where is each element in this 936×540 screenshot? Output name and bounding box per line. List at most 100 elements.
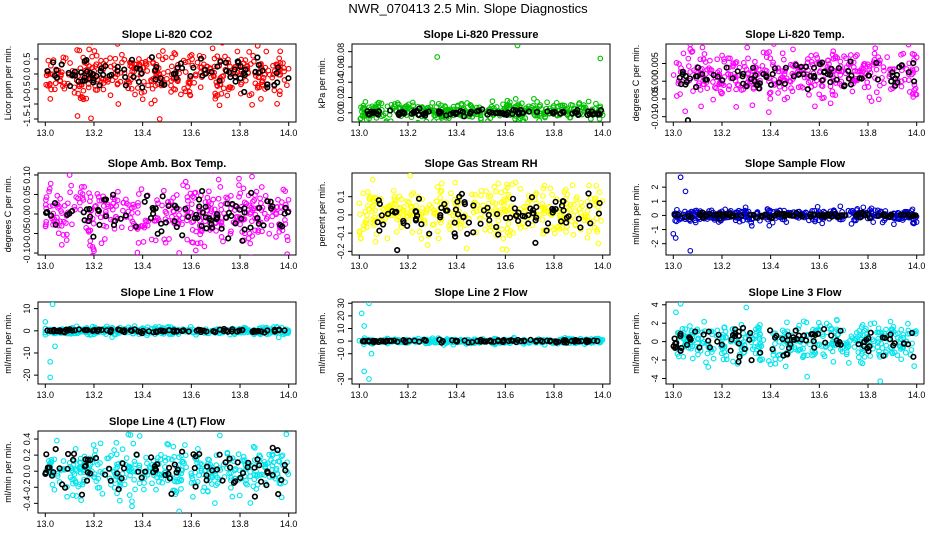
data-point [868, 98, 875, 104]
data-point-selected [725, 211, 733, 219]
data-point [542, 114, 548, 121]
data-point [894, 352, 901, 359]
data-point-selected [840, 83, 848, 90]
data-point [597, 55, 604, 62]
data-point-selected [148, 54, 155, 61]
data-point-selected [152, 76, 159, 83]
data-point [721, 58, 728, 65]
data-point-selected [527, 336, 534, 344]
data-point [765, 109, 772, 115]
data-point [418, 235, 425, 242]
data-point [908, 346, 915, 353]
data-points [670, 174, 920, 254]
data-point-selected [747, 329, 754, 337]
data-point [264, 213, 271, 220]
data-point [360, 190, 367, 197]
data-point [187, 209, 194, 216]
data-point [149, 85, 156, 92]
data-point [71, 89, 78, 96]
data-point [699, 44, 706, 51]
data-point [483, 188, 490, 195]
data-point [228, 475, 234, 481]
data-point [194, 59, 201, 66]
y-tick-label: 0.0 [336, 209, 346, 222]
data-point [369, 176, 376, 183]
data-point [281, 68, 287, 75]
data-point-selected [241, 226, 248, 233]
data-point [91, 48, 98, 54]
data-point-selected [229, 326, 236, 333]
data-point [155, 53, 162, 59]
data-point-selected [683, 341, 691, 349]
data-point-selected [256, 204, 263, 211]
data-point-selected [811, 344, 818, 351]
data-point [254, 44, 261, 49]
data-point-selected [692, 83, 700, 91]
data-point [60, 458, 67, 464]
data-point-selected [171, 218, 178, 225]
data-point [429, 108, 435, 114]
data-point-selected [888, 78, 895, 85]
data-point-selected [495, 231, 502, 238]
data-point [366, 302, 372, 307]
y-tick-label: 10 [336, 323, 346, 333]
data-point [447, 226, 453, 233]
data-point [888, 86, 894, 92]
data-point-selected [684, 117, 691, 122]
data-point [276, 459, 283, 465]
data-point-selected [559, 198, 566, 205]
data-point [266, 71, 273, 78]
data-point [224, 92, 231, 99]
x-tick-label: 13.4 [448, 390, 466, 400]
data-point-selected [804, 86, 811, 93]
data-point [740, 59, 747, 66]
y-tick-label: 0.08 [336, 43, 346, 61]
data-point-selected [400, 220, 407, 227]
data-point [819, 83, 826, 90]
data-point-selected [676, 74, 683, 81]
data-point-selected [51, 200, 59, 207]
data-point-selected [192, 483, 199, 490]
data-point-selected [452, 110, 459, 118]
data-point-selected [182, 205, 189, 212]
data-point [250, 483, 257, 490]
data-point [168, 63, 175, 70]
data-point-selected [158, 220, 165, 227]
data-point-selected [557, 110, 564, 117]
data-point [741, 349, 748, 356]
data-point [877, 82, 883, 89]
data-point-selected [229, 200, 236, 208]
data-point [55, 230, 62, 237]
data-point [593, 215, 600, 222]
data-point-selected [686, 75, 694, 82]
data-point-selected [93, 72, 100, 80]
data-point [421, 221, 428, 227]
chart-title: Slope Gas Stream RH [424, 158, 537, 170]
data-point-selected [807, 72, 814, 79]
data-point-selected [509, 195, 517, 202]
data-point-selected [410, 109, 417, 116]
data-point [276, 55, 283, 62]
data-point-selected [232, 73, 239, 80]
data-point-selected [412, 208, 419, 215]
data-point [162, 208, 169, 215]
x-tick-label: 13.2 [399, 128, 417, 138]
data-point [282, 188, 289, 194]
data-point [46, 188, 52, 195]
data-point [685, 55, 692, 62]
data-point-selected [165, 202, 172, 209]
data-point [409, 229, 416, 235]
data-point-selected [268, 205, 275, 212]
page-title: NWR_070413 2.5 Min. Slope Diagnostics [348, 1, 588, 16]
data-point [136, 462, 143, 469]
x-tick-label: 13.8 [859, 261, 877, 271]
y-axis-label: ml/min per min. [317, 312, 327, 374]
x-tick-label: 14.0 [594, 390, 612, 400]
data-point [772, 340, 778, 347]
data-point-selected [739, 70, 747, 77]
data-point [228, 228, 234, 235]
data-point [775, 90, 781, 96]
data-point [789, 88, 796, 95]
data-point-selected [86, 213, 94, 220]
